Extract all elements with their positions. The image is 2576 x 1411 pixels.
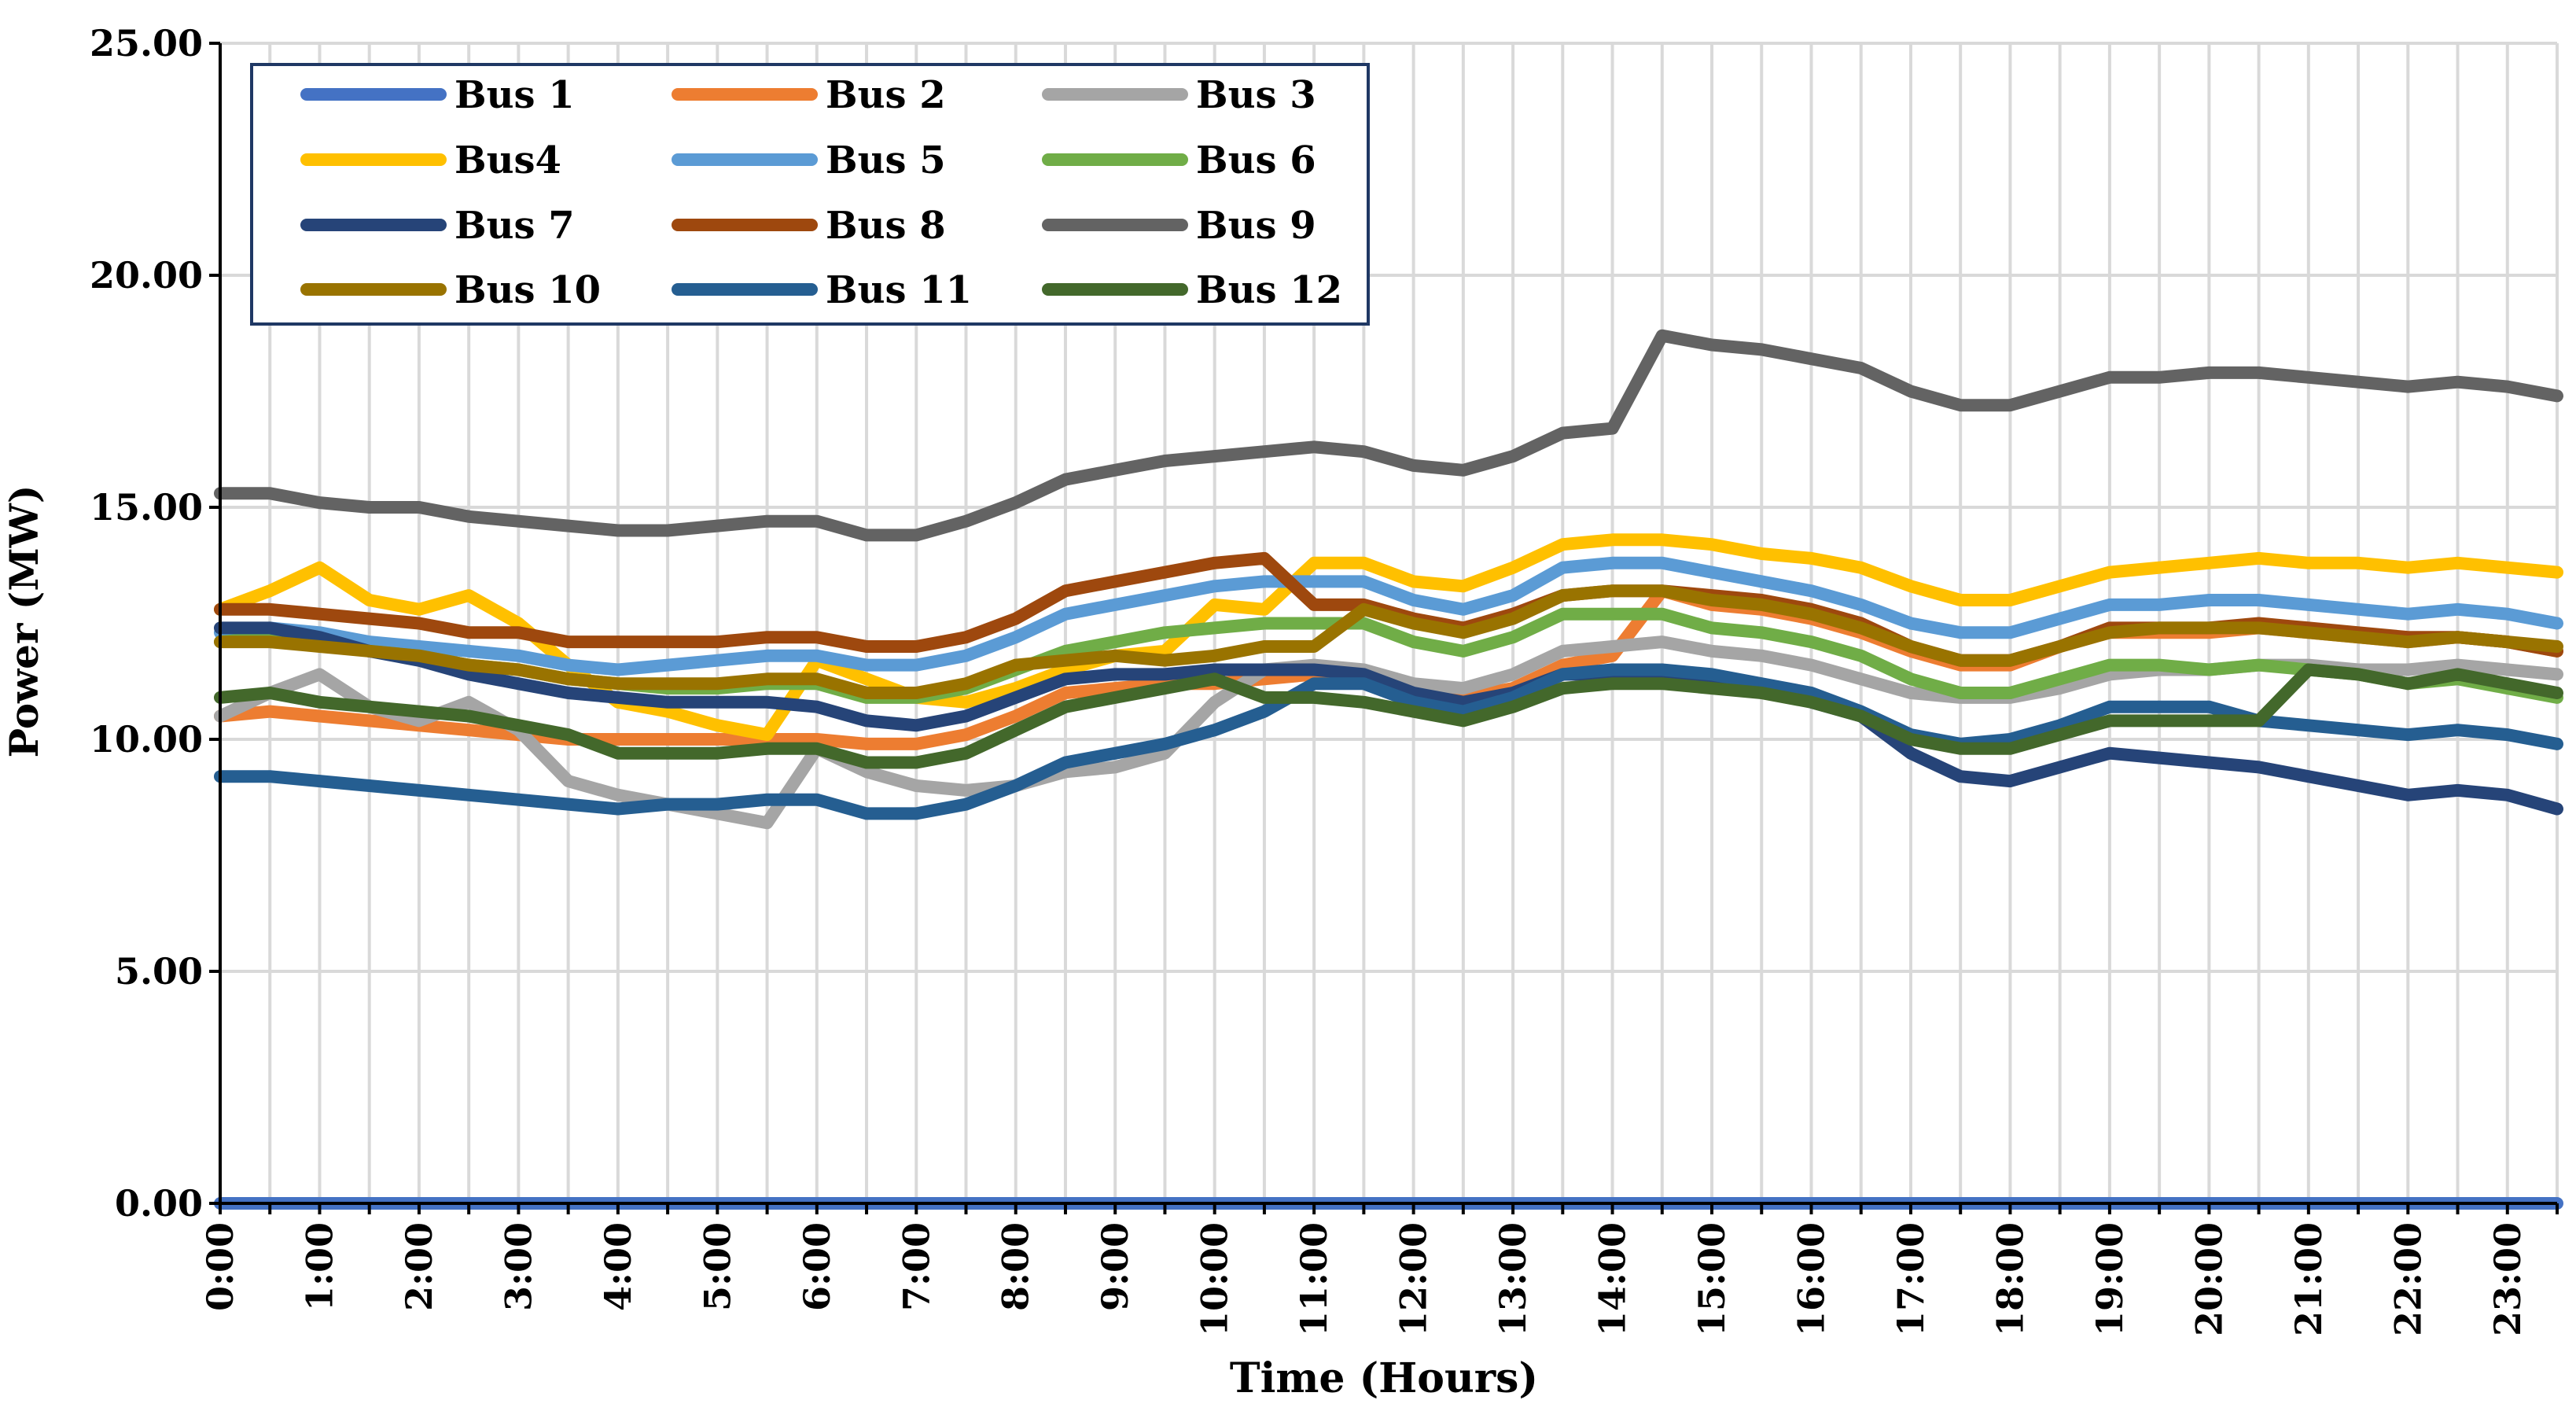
x-tick-label: 14:00 bbox=[1592, 1222, 1634, 1336]
x-tick-label: 13:00 bbox=[1492, 1222, 1534, 1336]
y-tick-label: 20.00 bbox=[90, 254, 203, 297]
legend-label-bus-11: Bus 11 bbox=[826, 268, 972, 312]
x-tick-label: 17:00 bbox=[1890, 1222, 1932, 1336]
x-tick-label: 9:00 bbox=[1094, 1222, 1136, 1311]
series-line-bus-5 bbox=[214, 556, 2563, 676]
x-tick-label: 3:00 bbox=[497, 1222, 539, 1311]
x-tick-label: 2:00 bbox=[398, 1222, 440, 1311]
series-line-bus-10 bbox=[214, 584, 2563, 699]
axes bbox=[209, 42, 2559, 1214]
series-line-bus-9 bbox=[214, 329, 2563, 542]
x-tick-label: 5:00 bbox=[696, 1222, 738, 1311]
x-tick-label: 1:00 bbox=[298, 1222, 340, 1311]
x-tick-label: 21:00 bbox=[2287, 1222, 2330, 1336]
legend: Bus 1 Bus 2 Bus 3 Bus4 Bus 5 Bus 6 Bus 7 Bus 8 B… bbox=[250, 63, 1370, 326]
x-axis-label: Time (Hours) bbox=[1230, 1354, 1538, 1402]
x-tick-label: 6:00 bbox=[796, 1222, 838, 1311]
legend-label-bus-2: Bus 2 bbox=[826, 73, 946, 117]
x-tick-label: 19:00 bbox=[2088, 1222, 2131, 1336]
y-tick-label: 15.00 bbox=[90, 486, 203, 529]
x-tick-label: 15:00 bbox=[1691, 1222, 1733, 1336]
y-tick-labels: 0.00 5.00 10.00 15.00 20.00 25.00 bbox=[90, 22, 203, 1225]
series-line-bus-11 bbox=[214, 663, 2563, 820]
x-tick-label: 12:00 bbox=[1393, 1222, 1435, 1336]
x-tick-labels: 0:00 1:00 2:00 3:00 4:00 5:00 6:00 7:00 8:00 9:00… bbox=[199, 1222, 2529, 1336]
legend-label-bus-4: Bus4 bbox=[454, 138, 561, 182]
x-tick-label: 11:00 bbox=[1293, 1222, 1335, 1336]
legend-label-bus-7: Bus 7 bbox=[454, 204, 575, 248]
x-tick-label: 7:00 bbox=[895, 1222, 937, 1311]
legend-label-bus-10: Bus 10 bbox=[454, 268, 601, 312]
legend-label-bus-1: Bus 1 bbox=[454, 73, 575, 117]
legend-label-bus-8: Bus 8 bbox=[826, 204, 946, 248]
x-tick-label: 22:00 bbox=[2386, 1222, 2429, 1336]
x-tick-label: 23:00 bbox=[2486, 1222, 2529, 1336]
series-layer bbox=[214, 329, 2563, 1210]
legend-label-bus-12: Bus 12 bbox=[1196, 268, 1342, 312]
legend-label-bus-9: Bus 9 bbox=[1196, 204, 1316, 248]
x-tick-label: 0:00 bbox=[199, 1222, 241, 1311]
x-tick-label: 18:00 bbox=[1989, 1222, 2031, 1336]
y-tick-label: 0.00 bbox=[115, 1182, 203, 1225]
y-tick-label: 5.00 bbox=[115, 950, 203, 993]
legend-label-bus-3: Bus 3 bbox=[1196, 73, 1316, 117]
y-axis-label: Power (MW) bbox=[1, 484, 47, 757]
legend-box bbox=[250, 63, 1370, 326]
x-tick-label: 10:00 bbox=[1194, 1222, 1236, 1336]
y-tick-label: 25.00 bbox=[90, 22, 203, 64]
series-line-bus-7 bbox=[214, 621, 2563, 816]
y-tick-label: 10.00 bbox=[90, 718, 203, 761]
legend-label-bus-5: Bus 5 bbox=[826, 138, 946, 182]
x-tick-label: 4:00 bbox=[597, 1222, 639, 1311]
x-tick-label: 8:00 bbox=[995, 1222, 1037, 1311]
x-tick-label: 16:00 bbox=[1790, 1222, 1832, 1336]
x-tick-label: 20:00 bbox=[2188, 1222, 2230, 1336]
series-line-bus-12 bbox=[214, 663, 2563, 769]
legend-label-bus-6: Bus 6 bbox=[1196, 138, 1316, 182]
